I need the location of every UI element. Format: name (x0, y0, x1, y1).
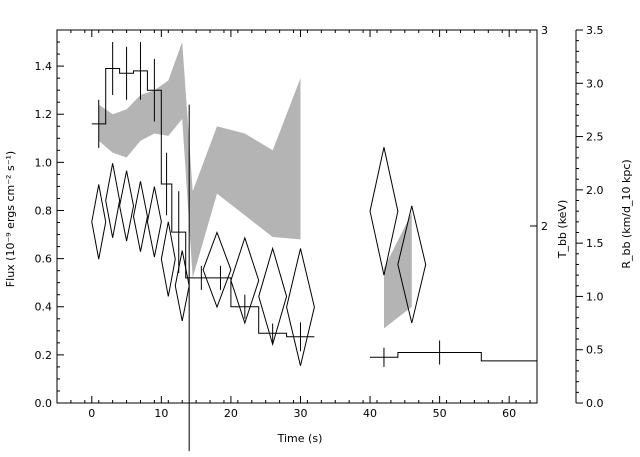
left-y-axis-label: Flux (10⁻⁹ ergs cm⁻² s⁻¹) (4, 151, 17, 287)
temperature-tick-label-1: 3 (541, 24, 548, 37)
x-tick-label-3: 20 (224, 407, 238, 420)
temperature-tick-label-2: 2 (541, 220, 548, 233)
y-tick-label-6: 1.0 (35, 156, 53, 169)
radius-diamond-5 (146, 186, 162, 258)
x-tick-label-1: 0 (88, 407, 95, 420)
radius-tick-label-2: 0.5 (586, 344, 604, 357)
radius-tick-label-8: 3.5 (586, 24, 604, 37)
radius-diamond-11 (286, 248, 315, 366)
radius-diamond-9 (230, 236, 260, 325)
radius-diamond-13 (397, 205, 427, 324)
radius-tick-label-5: 2.0 (586, 184, 604, 197)
plot-frame (56, 29, 538, 404)
radius-diamond-8 (202, 231, 232, 309)
radius-tick-label-6: 2.5 (586, 131, 604, 144)
axes-layer: 0 10 20 30 40 50 60 0.0 0.2 0.4 0.6 0.8 1.0 1.2 1.4 3 2 0… (35, 24, 604, 420)
radius-diamond-6 (160, 221, 176, 297)
radius-diamond-7 (174, 250, 190, 322)
radius-diamond-1 (91, 184, 107, 260)
radius-tick-label-4: 1.5 (586, 237, 604, 250)
radius-axis-label: R_bb (km/d_10 kpc) (620, 159, 633, 268)
x-tick-label-6: 50 (433, 407, 447, 420)
x-tick-label-5: 40 (363, 407, 377, 420)
radius-diamond-2 (105, 163, 121, 238)
x-tick-label-7: 60 (502, 407, 516, 420)
radius-tick-label-7: 3.0 (586, 77, 604, 90)
flux-step-layer (91, 42, 537, 452)
x-axis-label: Time (s) (277, 432, 323, 445)
temperature-band-2 (384, 212, 412, 329)
y-tick-label-4: 0.6 (35, 253, 53, 266)
temperature-band-layer (98, 42, 412, 329)
y-tick-label-7: 1.2 (35, 108, 53, 121)
temperature-axis-label: T_bb (keV) (556, 200, 569, 260)
radius-diamond-4 (133, 181, 148, 252)
radius-tick-label-1: 0.0 (586, 397, 604, 410)
y-tick-label-2: 0.2 (35, 349, 53, 362)
y-tick-label-3: 0.4 (35, 301, 53, 314)
radius-tick-label-3: 1.0 (586, 290, 604, 303)
temperature-band-1 (98, 42, 301, 278)
y-tick-label-8: 1.4 (35, 60, 53, 73)
radius-diamond-layer (91, 147, 427, 366)
radius-diamond-10 (258, 246, 288, 347)
radius-diamond-12 (369, 147, 399, 276)
x-tick-label-2: 10 (154, 407, 168, 420)
y-tick-label-1: 0.0 (35, 397, 53, 410)
radius-diamond-3 (119, 170, 135, 242)
x-tick-label-4: 30 (293, 407, 307, 420)
y-tick-label-5: 0.8 (35, 204, 53, 217)
